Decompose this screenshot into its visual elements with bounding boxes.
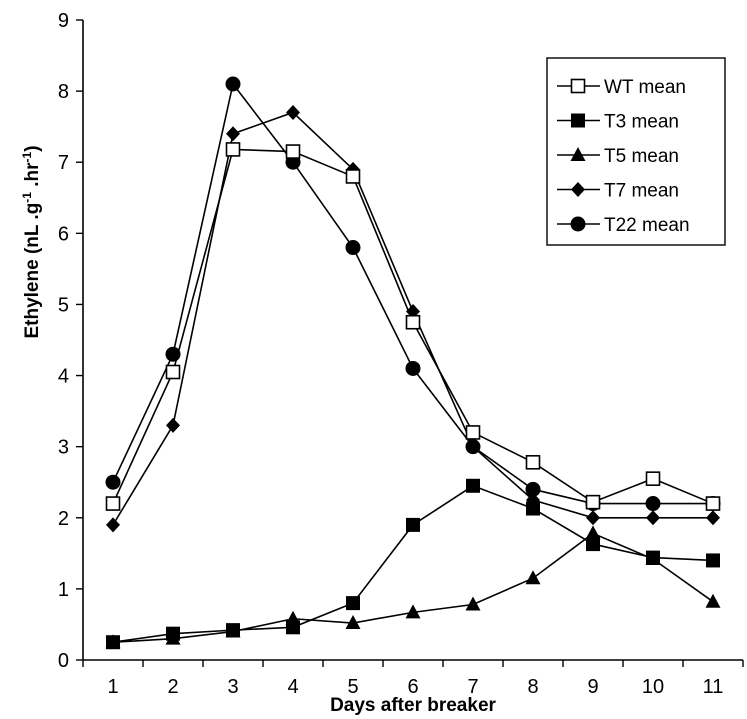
y-axis-title-mid: .hr bbox=[22, 162, 43, 192]
legend-label: T22 mean bbox=[604, 215, 690, 236]
data-point-t22-mean bbox=[465, 439, 481, 455]
y-tick-label: 3 bbox=[58, 437, 69, 459]
x-tick-label: 5 bbox=[347, 676, 358, 698]
data-point-t22-mean bbox=[645, 496, 661, 512]
y-tick-label: 2 bbox=[58, 508, 69, 530]
y-tick-label: 4 bbox=[58, 366, 69, 388]
data-point-t22-mean bbox=[525, 481, 541, 497]
y-tick-label: 1 bbox=[58, 579, 69, 601]
data-point-t22-mean bbox=[225, 76, 241, 92]
legend-item-t5-mean: T5 mean bbox=[557, 146, 679, 167]
data-point-t7-mean bbox=[226, 126, 240, 142]
series-line-t5-mean bbox=[112, 532, 714, 644]
data-point-t7-mean bbox=[706, 510, 720, 526]
legend-marker-wt-mean bbox=[570, 78, 586, 94]
data-point-t3-mean bbox=[466, 478, 480, 493]
data-point-wt-mean bbox=[645, 471, 661, 486]
legend-marker-t22-mean bbox=[570, 216, 586, 232]
data-point-t5-mean bbox=[225, 623, 241, 638]
data-point-wt-mean bbox=[585, 494, 601, 510]
legend-item-t3-mean: T3 mean bbox=[557, 112, 679, 133]
chart-legend: WT mean T3 mean T5 mean T7 mean T22 mean bbox=[546, 57, 726, 246]
legend-marker-t7-mean bbox=[571, 182, 585, 197]
legend-item-wt-mean: WT mean bbox=[557, 77, 686, 98]
series-t22-mean bbox=[105, 76, 721, 512]
data-point-wt-mean bbox=[405, 314, 421, 330]
y-tick-label: 5 bbox=[58, 294, 69, 316]
x-tick-label: 3 bbox=[227, 676, 238, 698]
data-point-t7-mean bbox=[586, 510, 600, 526]
x-tick-label: 7 bbox=[467, 676, 478, 698]
y-axis-title-main: Ethylene (nL .g bbox=[22, 203, 43, 339]
series-line-t3-mean bbox=[112, 484, 714, 644]
data-point-wt-mean bbox=[705, 496, 721, 511]
data-point-t22-mean bbox=[105, 474, 121, 490]
x-axis-title: Days after breaker bbox=[330, 695, 496, 716]
chart-axes: 0 1 2 3 4 5 6 7 8 9 1 2 3 4 5 6 7 8 9 10 11 bbox=[58, 10, 744, 698]
y-axis-title-close: ) bbox=[22, 145, 43, 151]
data-point-t3-mean bbox=[406, 517, 420, 532]
x-tick-label: 6 bbox=[407, 676, 418, 698]
data-point-wt-mean bbox=[225, 142, 241, 157]
data-point-wt-mean bbox=[345, 169, 361, 184]
x-tick-label: 11 bbox=[703, 676, 724, 698]
y-tick-label: 9 bbox=[58, 10, 69, 32]
x-tick-label: 10 bbox=[642, 676, 664, 698]
data-point-wt-mean bbox=[285, 144, 301, 159]
series-t7-mean bbox=[106, 104, 720, 533]
legend-item-t7-mean: T7 mean bbox=[557, 181, 679, 202]
legend-label: T5 mean bbox=[604, 146, 679, 167]
series-wt-mean bbox=[105, 142, 721, 511]
data-point-t22-mean bbox=[405, 360, 421, 376]
legend-marker-t3-mean bbox=[571, 113, 585, 128]
legend-marker-t5-mean bbox=[570, 147, 586, 161]
data-point-t5-mean bbox=[525, 570, 541, 585]
data-point-t3-mean bbox=[706, 553, 720, 568]
data-point-wt-mean bbox=[105, 496, 121, 511]
data-point-t7-mean bbox=[166, 417, 180, 433]
chart-series bbox=[105, 76, 721, 650]
x-tick-label: 4 bbox=[287, 676, 298, 698]
data-point-t5-mean bbox=[465, 596, 481, 611]
x-tick-label: 8 bbox=[527, 676, 538, 698]
data-point-t3-mean bbox=[346, 596, 360, 611]
data-point-wt-mean bbox=[525, 455, 541, 470]
legend-label: T3 mean bbox=[604, 112, 679, 133]
data-point-t5-mean bbox=[345, 615, 361, 630]
y-tick-label: 0 bbox=[58, 650, 69, 672]
data-point-t3-mean bbox=[586, 537, 600, 552]
data-point-t7-mean bbox=[646, 510, 660, 526]
data-point-t7-mean bbox=[286, 104, 300, 120]
data-point-t5-mean bbox=[585, 525, 601, 540]
x-tick-label: 9 bbox=[587, 676, 598, 698]
data-point-wt-mean bbox=[165, 364, 181, 380]
data-point-t22-mean bbox=[345, 240, 361, 256]
data-point-t5-mean bbox=[645, 551, 661, 566]
y-tick-label: 7 bbox=[58, 152, 69, 174]
data-point-t5-mean bbox=[165, 630, 181, 645]
y-tick-label: 6 bbox=[58, 223, 69, 245]
data-point-t5-mean bbox=[705, 593, 721, 608]
data-point-t7-mean bbox=[106, 517, 120, 533]
data-point-t5-mean bbox=[405, 604, 421, 619]
legend-item-t22-mean: T22 mean bbox=[557, 215, 690, 236]
x-tick-label: 2 bbox=[167, 676, 178, 698]
series-t5-mean bbox=[105, 525, 721, 649]
data-point-t5-mean bbox=[285, 610, 301, 625]
y-axis-title-superscript-2: -1 bbox=[20, 151, 34, 162]
legend-label: WT mean bbox=[604, 77, 686, 98]
data-point-t7-mean bbox=[526, 492, 540, 508]
data-point-wt-mean bbox=[465, 425, 481, 440]
series-t3-mean bbox=[106, 478, 720, 650]
y-axis-title: Ethylene (nL .g-1 .hr-1) bbox=[20, 145, 43, 338]
y-tick-label: 8 bbox=[58, 81, 69, 103]
x-tick-label: 1 bbox=[107, 676, 118, 698]
legend-label: T7 mean bbox=[604, 181, 679, 202]
y-axis-title-superscript-1: -1 bbox=[20, 192, 34, 203]
data-point-t5-mean bbox=[105, 634, 121, 649]
